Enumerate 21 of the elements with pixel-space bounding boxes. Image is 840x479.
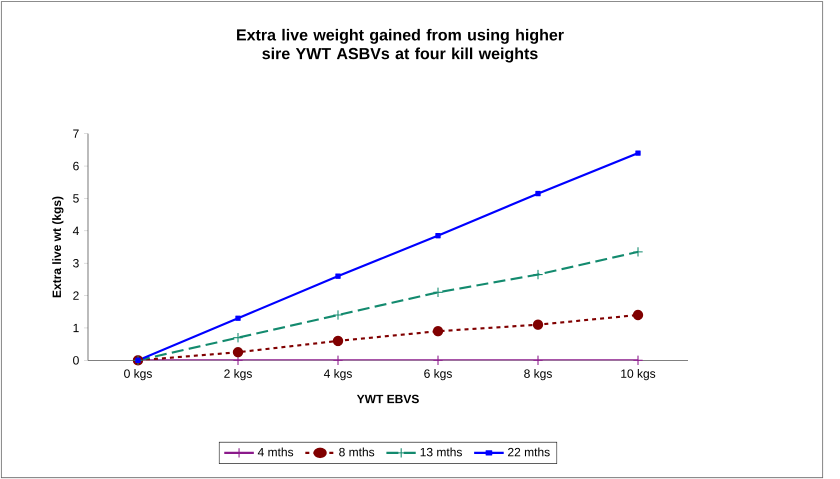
legend-label: 4 mths xyxy=(258,448,294,456)
y-tick-label: 2 xyxy=(73,291,79,300)
legend-label: 22 mths xyxy=(508,448,550,456)
legend-label: 8 mths xyxy=(339,448,374,456)
y-tick-label: 3 xyxy=(73,258,79,268)
x-tick-label: 0 kgs xyxy=(124,369,152,380)
y-tick-label: 0 xyxy=(73,356,79,365)
x-tick-label: 6 kgs xyxy=(424,369,452,380)
chart-title: Extra live weight gained from using higher sire YWT ASBVs at four kill weights xyxy=(237,28,564,62)
x-axis-title: YWT EBVS xyxy=(356,394,419,404)
y-tick-label: 5 xyxy=(73,194,79,203)
y-tick-label: 1 xyxy=(74,324,79,332)
y-tick-label: 7 xyxy=(73,130,79,138)
x-tick-label: 10 kgs xyxy=(621,369,656,380)
legend-label: 13 mths xyxy=(420,448,462,456)
x-tick-label: 2 kgs xyxy=(224,369,252,380)
y-axis-title: Extra live wt (kgs) xyxy=(52,196,64,298)
x-tick-label: 8 kgs xyxy=(524,369,552,380)
y-tick-label: 4 xyxy=(72,226,79,235)
x-tick-label: 4 kgs xyxy=(324,369,352,380)
y-tick-label: 6 xyxy=(73,162,79,170)
